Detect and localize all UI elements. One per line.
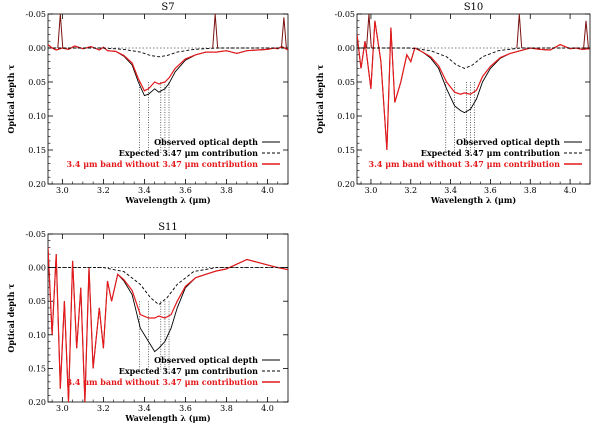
y-tick-label: 0.15 (337, 146, 355, 155)
legend-label: 3.4 μm band without 3.47 μm contribution (67, 159, 259, 169)
emission-spike (212, 14, 219, 49)
plot-frame (356, 13, 591, 185)
x-tick-label: 3.6 (179, 186, 192, 195)
y-tick-label: 0.00 (28, 44, 46, 53)
series-line-2 (48, 247, 288, 402)
legend-label: Expected 3.47 μm contribution (421, 148, 560, 158)
chart-title: S10 (464, 2, 484, 13)
series-line-2 (357, 20, 590, 151)
legend-label: Expected 3.47 μm contribution (119, 148, 258, 158)
x-tick-label: 4.0 (564, 186, 577, 195)
series-line-0 (48, 44, 288, 97)
x-axis-label: Wavelength λ (μm) (124, 195, 211, 205)
y-tick-label: -0.05 (25, 230, 46, 239)
legend-label: Observed optical depth (154, 355, 258, 365)
y-tick-label: 0.10 (337, 112, 355, 121)
y-tick-label: 0.10 (28, 112, 46, 121)
y-tick-label: 0.05 (337, 78, 355, 87)
chart-panel-s10: S10 3.0 3.2 3.4 3.6 3.8 4.0 -0.05 0.00 0.05 0.10 0.… (315, 2, 591, 205)
y-tick-label: -0.05 (25, 10, 46, 19)
emission-spike (583, 20, 589, 49)
y-tick-label: 0.05 (28, 297, 46, 306)
series-line-1 (48, 47, 288, 58)
y-axis-label: Optical depth τ (315, 64, 325, 133)
emission-spike (366, 14, 372, 49)
chart-panel-s11: S11 3.0 3.2 3.4 3.6 3.8 4.0 -0.05 0.00 0.05 0.10 0.… (6, 222, 289, 423)
emission-spike (280, 17, 287, 49)
y-tick-label: 0.15 (28, 146, 46, 155)
y-tick-label: -0.05 (334, 10, 355, 19)
x-axis-label: Wavelength λ (μm) (430, 195, 517, 205)
chart-title: S11 (158, 222, 178, 233)
y-tick-label: 0.20 (337, 180, 355, 189)
plot-area (48, 14, 288, 154)
x-axis-label: Wavelength λ (μm) (124, 413, 211, 423)
x-tick-label: 3.4 (138, 404, 151, 413)
x-tick-label: 3.6 (484, 186, 497, 195)
y-tick-label: 0.20 (28, 180, 46, 189)
y-axis-label: Optical depth τ (6, 64, 16, 133)
plot-frame (47, 13, 289, 185)
x-tick-label: 3.4 (138, 186, 151, 195)
x-tick-label: 4.0 (261, 186, 274, 195)
x-tick-label: 3.6 (179, 404, 192, 413)
emission-spike (516, 14, 523, 49)
x-tick-label: 3.8 (220, 404, 233, 413)
plot-area (357, 14, 590, 154)
x-tick-label: 3.2 (97, 186, 110, 195)
y-tick-label: 0.15 (28, 364, 46, 373)
x-tick-label: 3.0 (365, 186, 378, 195)
legend-label: 3.4 μm band without 3.47 μm contribution (67, 377, 259, 387)
x-tick-label: 3.2 (404, 186, 417, 195)
x-tick-label: 3.8 (220, 186, 233, 195)
y-tick-label: 0.00 (28, 264, 46, 273)
series-line-1 (357, 47, 590, 69)
emission-spike (57, 14, 64, 49)
x-tick-label: 3.8 (524, 186, 537, 195)
x-tick-label: 3.4 (444, 186, 457, 195)
y-tick-label: 0.05 (28, 78, 46, 87)
chart-panel-s7: S7 3.0 3.2 3.4 3.6 3.8 4.0 -0.05 0.00 0.05 0.10 0.1… (6, 2, 289, 205)
y-tick-label: 0.00 (337, 44, 355, 53)
legend-label: Expected 3.47 μm contribution (119, 366, 258, 376)
y-tick-label: 0.10 (28, 331, 46, 340)
x-tick-label: 3.0 (56, 404, 69, 413)
legend-label: Observed optical depth (154, 137, 258, 147)
series-line-1 (48, 267, 288, 306)
legend-label: Observed optical depth (456, 137, 560, 147)
y-tick-label: 0.20 (28, 398, 46, 407)
series-line-2 (48, 44, 288, 92)
plot-frame (47, 233, 289, 403)
plot-area (48, 247, 288, 402)
x-tick-label: 3.0 (56, 186, 69, 195)
legend-label: 3.4 μm band without 3.47 μm contribution (369, 159, 561, 169)
y-axis-label: Optical depth τ (6, 283, 16, 352)
x-tick-label: 4.0 (261, 404, 274, 413)
chart-title: S7 (161, 2, 174, 13)
x-tick-label: 3.2 (97, 404, 110, 413)
